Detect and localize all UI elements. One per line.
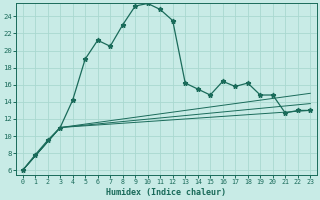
X-axis label: Humidex (Indice chaleur): Humidex (Indice chaleur) bbox=[107, 188, 227, 197]
